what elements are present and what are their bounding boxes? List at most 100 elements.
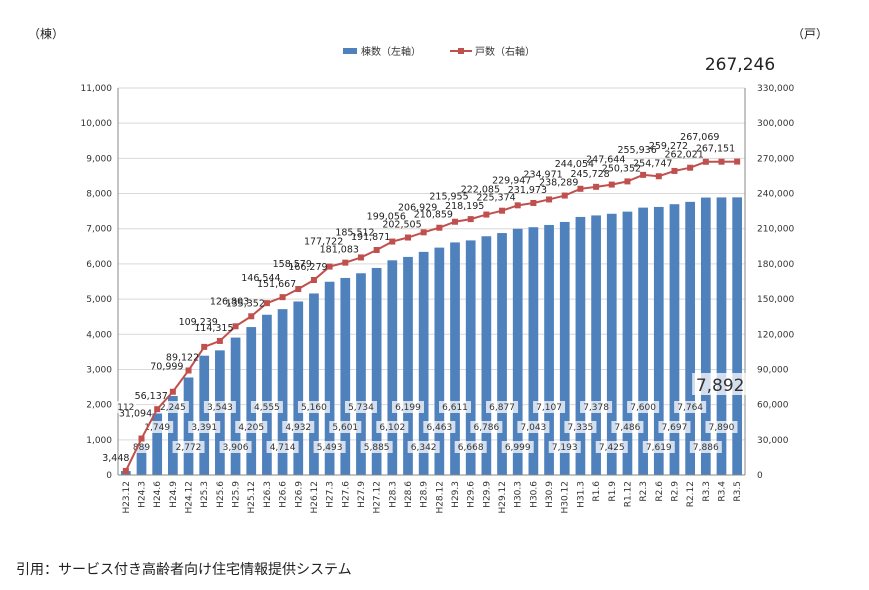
line-marker xyxy=(687,164,694,171)
x-tick-label: H27.3 xyxy=(326,481,336,508)
bar-value-label: 7,043 xyxy=(521,423,547,433)
bar-value-label: 7,107 xyxy=(536,403,562,413)
legend-bar-swatch xyxy=(343,48,357,54)
left-tick-label: 3,000 xyxy=(86,365,112,375)
line-marker xyxy=(608,181,615,188)
bar-value-label: 4,205 xyxy=(238,423,264,433)
bar-value-label-bg xyxy=(235,421,268,433)
line-value-label: 222,085 xyxy=(461,185,500,196)
bar xyxy=(575,216,586,476)
line-marker xyxy=(546,196,553,203)
x-tick-label: H25.12 xyxy=(247,481,257,514)
bar xyxy=(152,413,163,475)
line-marker xyxy=(452,218,459,225)
bar-value-label-bg xyxy=(282,421,315,433)
x-tick-label: H27.9 xyxy=(357,481,367,508)
bar xyxy=(591,215,601,476)
line-value-label: 247,644 xyxy=(586,155,625,166)
line-value-label: 210,859 xyxy=(414,210,453,221)
line-value-label: 31,094 xyxy=(119,409,152,420)
left-tick-label: 4,000 xyxy=(86,330,112,340)
bar-value-label: 6,786 xyxy=(473,423,499,433)
line-marker xyxy=(499,207,506,214)
line-marker xyxy=(655,173,662,180)
line-value-label: 218,195 xyxy=(445,201,484,212)
line-value-label: 126,803 xyxy=(210,296,249,307)
bar-value-label-bg xyxy=(611,421,644,433)
bar-value-label-bg xyxy=(203,401,236,413)
right-tick-label: 180,000 xyxy=(757,260,794,270)
left-tick-label: 7,000 xyxy=(86,225,112,235)
line-value-label: 199,056 xyxy=(367,212,406,223)
line-value-label: 146,544 xyxy=(241,273,280,284)
line-marker xyxy=(326,263,333,270)
left-tick-label: 5,000 xyxy=(86,295,112,305)
line-marker xyxy=(593,183,600,190)
bar xyxy=(497,233,507,475)
line-value-label: 166,279 xyxy=(288,262,327,273)
bar xyxy=(199,355,210,475)
bar xyxy=(340,277,351,475)
bar-value-label: 6,611 xyxy=(442,403,468,413)
bar xyxy=(716,197,727,475)
line-marker xyxy=(342,259,349,266)
bar xyxy=(403,256,413,475)
bar-value-label-bg xyxy=(250,401,283,413)
right-axis-unit: （戸） xyxy=(792,27,828,41)
line-marker xyxy=(702,158,709,165)
line-value-label: 225,374 xyxy=(476,193,515,204)
bar-value-label: 112 xyxy=(117,403,134,413)
bar-value-label: 6,877 xyxy=(489,403,515,413)
bar xyxy=(293,301,304,475)
bar-value-label-bg xyxy=(329,421,362,433)
line-value-label: 238,289 xyxy=(539,178,578,189)
line-marker xyxy=(561,192,568,199)
bar-value-label-bg xyxy=(548,441,581,453)
left-axis-unit: （棟） xyxy=(28,26,64,41)
line-value-label: 259,272 xyxy=(649,141,688,152)
legend-line-label: 戸数（右軸） xyxy=(475,45,535,58)
x-tick-label: H29.3 xyxy=(451,481,461,508)
x-tick-label: R2.12 xyxy=(686,481,696,507)
line-marker xyxy=(201,343,208,350)
line-marker xyxy=(467,216,474,223)
line-value-label: 185,512 xyxy=(335,227,374,238)
line-marker xyxy=(436,224,443,231)
line-value-label: 255,936 xyxy=(617,145,656,156)
line-value-label-last: 267,246 xyxy=(705,55,775,75)
x-tick-label: H28.9 xyxy=(420,481,430,508)
bar-value-label-bg xyxy=(407,441,440,453)
bar-value-label-bg xyxy=(486,401,519,413)
left-tick-label: 9,000 xyxy=(86,154,112,164)
source-caption: 引用：サービス付き高齢者向け住宅情報提供システム xyxy=(16,562,352,578)
bar-value-label: 5,734 xyxy=(348,403,374,413)
line-value-label: 114,315 xyxy=(194,323,233,334)
bar-value-label: 7,697 xyxy=(662,423,688,433)
bar xyxy=(544,224,554,475)
bar-value-label-bg xyxy=(595,441,628,453)
line-value-label: 245,728 xyxy=(570,169,609,180)
bar xyxy=(528,227,539,475)
bar xyxy=(309,293,319,475)
right-tick-label: 60,000 xyxy=(757,401,789,411)
x-tick-label: H24.6 xyxy=(153,481,163,508)
right-tick-label: 0 xyxy=(757,471,763,481)
line-value-label: 109,239 xyxy=(179,317,218,328)
x-tick-label: H26.6 xyxy=(279,481,289,508)
line-marker xyxy=(734,158,741,165)
line-marker xyxy=(671,167,678,174)
line-value-label: 215,955 xyxy=(429,192,468,203)
line-value-label: 151,667 xyxy=(257,279,296,290)
bar-value-label: 4,555 xyxy=(254,403,280,413)
line-value-label: 3,448 xyxy=(102,453,129,464)
bar-value-label: 1,749 xyxy=(144,423,170,433)
line-value-label: 56,137 xyxy=(135,391,168,402)
line-marker xyxy=(185,367,192,374)
bar-value-label: 4,932 xyxy=(285,423,311,433)
line-value-label: 262,021 xyxy=(664,150,703,161)
bar-value-label: 7,600 xyxy=(630,403,656,413)
left-tick-label: 10,000 xyxy=(81,119,113,129)
x-tick-label: H24.12 xyxy=(185,481,195,514)
bar xyxy=(481,236,492,475)
line-marker xyxy=(404,234,411,241)
